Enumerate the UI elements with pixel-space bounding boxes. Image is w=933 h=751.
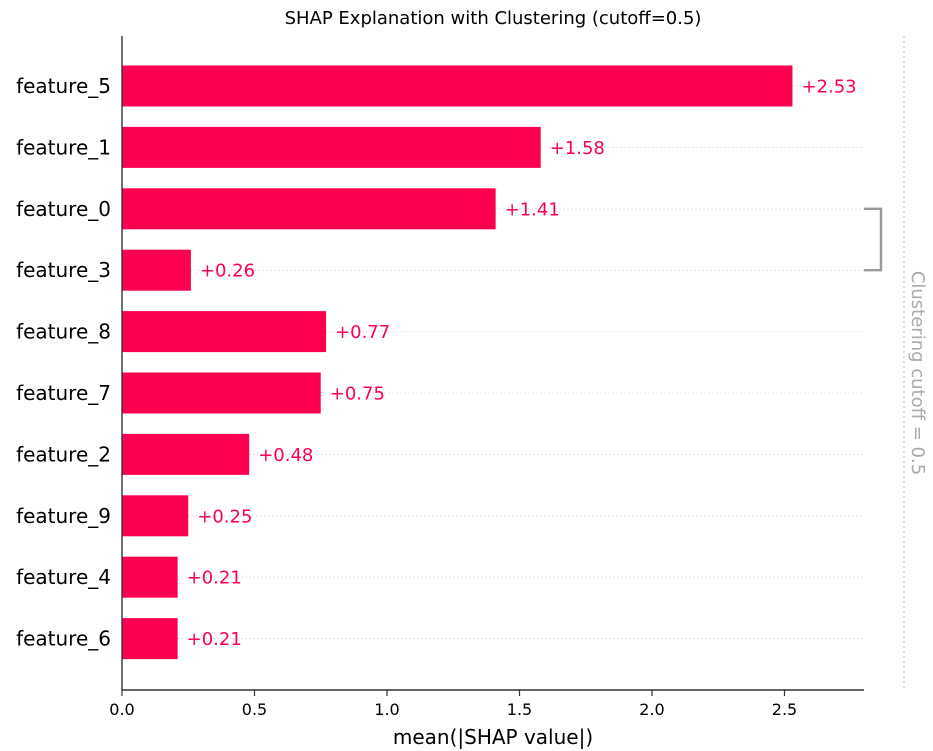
bar-feature_9 [122, 495, 189, 537]
bar-feature_2 [122, 433, 250, 475]
x-axis: 0.0 0.5 1.0 1.5 2.0 2.5 [109, 36, 864, 719]
y-tick-labels: feature_5 feature_1 feature_0 feature_3feat… [16, 74, 111, 651]
bar-feature_1 [122, 126, 541, 168]
y-tick-label-feature_1: feature_1 [16, 135, 111, 159]
value-label-feature_1: +1.58 [550, 138, 605, 159]
x-axis-label: mean(|SHAP value|) [393, 725, 593, 749]
value-label-feature_8: +0.77 [335, 322, 390, 343]
gridlines [177, 85, 864, 640]
x-tick-label: 2.0 [639, 700, 664, 719]
value-labels: +2.53 +1.58 +1.41 +0.26 +0.77 +0.75 +0.48 +0.25… [187, 77, 857, 651]
x-tick-label: 1.5 [507, 700, 532, 719]
x-tick-label: 0.0 [109, 700, 134, 719]
x-tick-label: 0.5 [242, 700, 267, 719]
bar-feature_8 [122, 311, 327, 353]
bar-feature_7 [122, 372, 321, 414]
value-label-feature_9: +0.25 [197, 506, 252, 527]
bar-feature_6 [122, 618, 178, 660]
value-label-feature_7: +0.75 [330, 384, 385, 405]
bar-feature_0 [122, 188, 496, 230]
value-label-feature_5: +2.53 [801, 77, 856, 98]
bar-feature_3 [122, 249, 191, 291]
y-tick-label-feature_6: feature_6 [16, 627, 111, 651]
cluster-brackets [864, 207, 883, 272]
x-tick-label: 2.5 [772, 700, 797, 719]
y-tick-label-feature_3: feature_3 [16, 258, 111, 282]
bars [122, 65, 793, 660]
bar-feature_4 [122, 556, 178, 598]
cutoff-label: Clustering cutoff = 0.5 [907, 271, 928, 475]
value-label-feature_6: +0.21 [187, 629, 242, 650]
value-label-feature_4: +0.21 [187, 568, 242, 589]
value-label-feature_0: +1.41 [505, 199, 560, 220]
chart-title: SHAP Explanation with Clustering (cutoff… [285, 8, 702, 29]
y-tick-label-feature_8: feature_8 [16, 320, 111, 344]
y-tick-label-feature_4: feature_4 [16, 565, 111, 589]
value-label-feature_3: +0.26 [200, 261, 255, 282]
x-tick-label: 1.0 [374, 700, 399, 719]
value-label-feature_2: +0.48 [258, 445, 313, 466]
y-tick-label-feature_0: feature_0 [16, 197, 111, 221]
cluster-bracket [864, 207, 883, 272]
y-tick-label-feature_5: feature_5 [16, 74, 111, 98]
y-tick-label-feature_2: feature_2 [16, 442, 111, 466]
y-tick-label-feature_9: feature_9 [16, 504, 111, 528]
y-tick-label-feature_7: feature_7 [16, 381, 111, 405]
bar-feature_5 [122, 65, 793, 107]
